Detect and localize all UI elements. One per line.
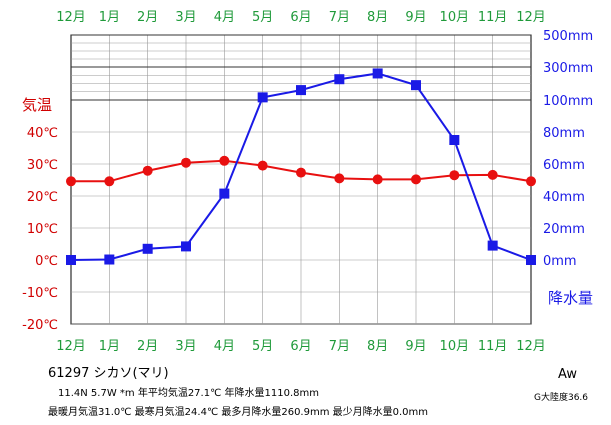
temperature-point bbox=[66, 176, 76, 187]
month-label-top: 11月 bbox=[478, 10, 508, 25]
temperature-point bbox=[257, 160, 268, 171]
month-label-bottom: 7月 bbox=[329, 339, 350, 354]
precipitation-point bbox=[487, 240, 498, 251]
temperature-tick-label: 0℃ bbox=[35, 254, 58, 269]
month-label-bottom: 10月 bbox=[440, 339, 470, 354]
month-label-top: 4月 bbox=[214, 10, 235, 25]
station-coords: 11.4N 5.7W *m 年平均気温27.1℃ 年降水量1110.8mm bbox=[58, 388, 319, 399]
temperature-tick-label: 40℃ bbox=[27, 126, 58, 141]
precipitation-tick-label: 60mm bbox=[543, 158, 585, 173]
precipitation-point bbox=[181, 241, 191, 252]
temperature-point bbox=[372, 174, 383, 185]
temperature-point bbox=[181, 157, 191, 168]
temperature-tick-label: -10℃ bbox=[22, 286, 58, 301]
month-label-bottom: 11月 bbox=[478, 339, 508, 354]
precipitation-tick-label: 300mm bbox=[543, 61, 593, 76]
temperature-tick-label: 30℃ bbox=[27, 158, 58, 173]
month-label-top: 10月 bbox=[440, 10, 470, 25]
precipitation-axis-labels: 500mm 300mm 100mm 80mm 60mm 40mm 20mm 0mm bbox=[543, 29, 593, 269]
month-label-bottom: 6月 bbox=[290, 339, 311, 354]
precipitation-point bbox=[219, 188, 230, 199]
month-label-top: 2月 bbox=[137, 10, 158, 25]
month-label-bottom: 12月 bbox=[516, 339, 546, 354]
precipitation-point bbox=[411, 80, 421, 91]
precipitation-tick-label: 40mm bbox=[543, 190, 585, 205]
top-month-labels: 12月 1月 2月 3月 4月 5月 6月 7月 8月 9月 10月 11月 12月 bbox=[56, 10, 546, 25]
precipitation-tick-label: 0mm bbox=[543, 254, 577, 269]
temperature-tick-label: 20℃ bbox=[27, 190, 58, 205]
precipitation-point bbox=[104, 254, 115, 265]
temperature-point bbox=[487, 169, 498, 180]
precipitation-tick-label: 100mm bbox=[543, 94, 593, 109]
precipitation-point bbox=[449, 135, 460, 145]
month-label-bottom: 3月 bbox=[175, 339, 196, 354]
month-label-top: 5月 bbox=[252, 10, 273, 25]
precipitation-axis-title: 降水量 bbox=[548, 289, 593, 307]
month-label-bottom: 8月 bbox=[367, 339, 388, 354]
month-label-bottom: 4月 bbox=[214, 339, 235, 354]
month-label-bottom: 5月 bbox=[252, 339, 273, 354]
precipitation-tick-label: 500mm bbox=[543, 29, 593, 44]
month-label-top: 6月 bbox=[290, 10, 311, 25]
precipitation-tick-label: 80mm bbox=[543, 126, 585, 141]
precipitation-point bbox=[257, 92, 268, 103]
temperature-point bbox=[296, 167, 306, 178]
precipitation-point bbox=[142, 243, 153, 254]
temperature-point bbox=[526, 176, 536, 187]
month-label-top: 12月 bbox=[56, 10, 86, 25]
temperature-point bbox=[219, 155, 230, 166]
month-label-bottom: 9月 bbox=[405, 339, 426, 354]
month-label-top: 7月 bbox=[329, 10, 350, 25]
temperature-tick-label: 10℃ bbox=[27, 222, 58, 237]
continentality: G大陸度36.6 bbox=[534, 393, 589, 403]
bottom-month-labels: 12月 1月 2月 3月 4月 5月 6月 7月 8月 9月 10月 11月 12月 bbox=[56, 339, 546, 354]
precipitation-point bbox=[296, 85, 306, 96]
month-label-bottom: 1月 bbox=[99, 339, 120, 354]
precipitation-point bbox=[66, 255, 76, 265]
month-label-top: 1月 bbox=[99, 10, 120, 25]
temperature-point bbox=[104, 176, 115, 187]
temperature-point bbox=[411, 174, 421, 185]
precipitation-point bbox=[526, 255, 536, 265]
month-label-top: 3月 bbox=[175, 10, 196, 25]
temperature-tick-label: -20℃ bbox=[22, 318, 58, 333]
temperature-point bbox=[449, 170, 460, 181]
station-title: 61297 シカソ(マリ) bbox=[48, 366, 169, 381]
month-label-top: 12月 bbox=[516, 10, 546, 25]
temperature-axis-labels: 40℃ 30℃ 20℃ 10℃ 0℃ -10℃ -20℃ bbox=[22, 126, 58, 333]
month-label-top: 8月 bbox=[367, 10, 388, 25]
precipitation-point bbox=[372, 68, 383, 79]
temperature-point bbox=[142, 165, 153, 176]
month-label-bottom: 2月 bbox=[137, 339, 158, 354]
temperature-axis-title: 気温 bbox=[22, 96, 52, 114]
chart-grid bbox=[70, 34, 532, 325]
station-extremes: 最暖月気温31.0℃ 最寒月気温24.4℃ 最多月降水量260.9mm 最少月降… bbox=[48, 407, 429, 418]
series-layer bbox=[66, 68, 536, 265]
precipitation-point bbox=[334, 74, 345, 85]
precipitation-tick-label: 20mm bbox=[543, 222, 585, 237]
month-label-top: 9月 bbox=[405, 10, 426, 25]
month-label-bottom: 12月 bbox=[56, 339, 86, 354]
climate-code: Aw bbox=[558, 367, 577, 382]
temperature-point bbox=[334, 173, 345, 184]
